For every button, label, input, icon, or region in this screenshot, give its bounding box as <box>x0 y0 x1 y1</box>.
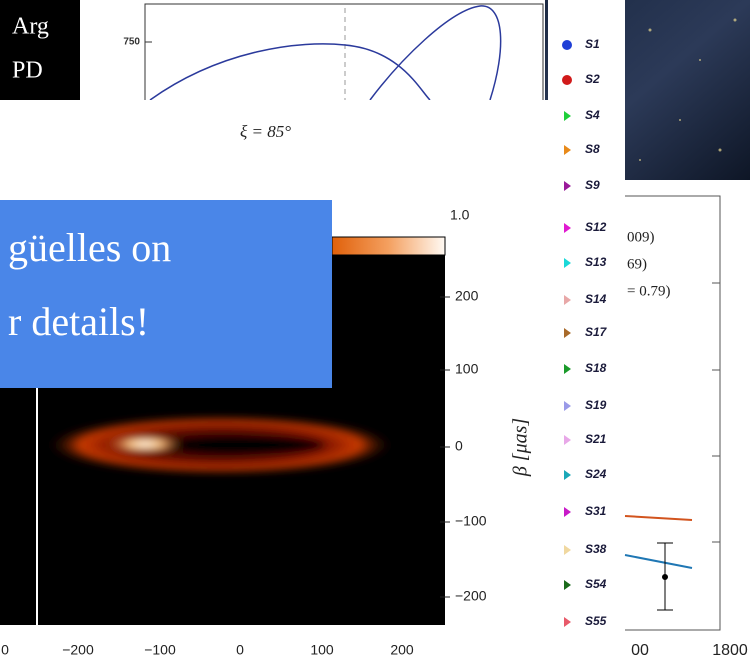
legend-marker <box>564 181 571 191</box>
legend-marker <box>564 545 571 555</box>
legend-label: S14 <box>585 292 607 306</box>
legend-fragment: = 0.79) <box>627 283 670 299</box>
legend-marker <box>564 435 571 445</box>
y-tick-label: 0 <box>455 438 463 454</box>
orange-line <box>624 515 693 521</box>
legend-label: S31 <box>585 504 607 518</box>
legend-label: S1 <box>585 37 600 51</box>
legend-marker <box>562 75 572 85</box>
banner-line: r details! <box>8 299 149 344</box>
y-tick-label: 200 <box>455 288 479 304</box>
legend-label: S19 <box>585 398 607 412</box>
legend-label: S55 <box>585 614 607 628</box>
legend-label: S17 <box>585 325 608 339</box>
legend-marker <box>564 580 571 590</box>
blue-line <box>624 554 693 569</box>
legend-marker <box>564 470 571 480</box>
legend-marker <box>564 617 571 627</box>
right-ticks <box>712 282 720 543</box>
y-axis-label: β [μas] <box>510 418 532 477</box>
legend-marker <box>564 507 571 517</box>
legend-label: S13 <box>585 255 607 269</box>
caption-line: PD <box>12 58 43 84</box>
error-bar <box>657 542 673 611</box>
orbit-panel <box>80 0 545 100</box>
legend-marker <box>564 145 571 155</box>
x-tick-label: −100 <box>144 642 176 658</box>
legend-panel <box>548 0 625 640</box>
legend-label: S24 <box>585 467 607 481</box>
caption-box <box>0 0 80 100</box>
x-tick-label: 0 <box>1 642 9 658</box>
photon-ring <box>45 415 395 475</box>
x-tick-label: 0 <box>236 642 244 658</box>
x-tick-label: 200 <box>390 642 414 658</box>
legend-label: S21 <box>585 432 607 446</box>
legend-label: S12 <box>585 220 607 234</box>
legend-label: S8 <box>585 142 600 156</box>
legend-label: S54 <box>585 577 607 591</box>
legend-label: S9 <box>585 178 600 192</box>
legend-marker <box>564 258 571 268</box>
legend-marker <box>564 401 571 411</box>
x-tick-label: −200 <box>62 642 94 658</box>
legend-fragment: 009) <box>627 229 655 245</box>
y-tick-label: −200 <box>455 588 487 604</box>
banner-line: güelles on <box>8 225 171 270</box>
legend-marker <box>564 364 571 374</box>
orbit-caption: ξ = 85° <box>240 122 291 141</box>
colorbar <box>331 236 446 256</box>
legend-marker <box>564 223 571 233</box>
right-panel <box>625 180 750 640</box>
legend-label: S18 <box>585 361 607 375</box>
caption-line: Arg <box>12 14 49 40</box>
x-tick-label: 00 <box>631 642 649 659</box>
legend-fragment: 69) <box>627 256 647 272</box>
legend-label: S38 <box>585 542 607 556</box>
right-frame <box>625 195 721 631</box>
legend-label: S2 <box>585 72 600 86</box>
x-tick-label: 1800 <box>712 642 748 659</box>
legend-marker <box>564 295 571 305</box>
colorbar-label: 1.0 <box>450 207 470 223</box>
legend-marker <box>562 40 572 50</box>
legend-marker <box>564 111 571 121</box>
y-tick-label: −100 <box>455 513 487 529</box>
legend-marker <box>564 328 571 338</box>
banner <box>0 200 332 388</box>
y-tick-label: 100 <box>455 361 479 377</box>
orbit-curve <box>149 5 502 101</box>
stars <box>639 18 737 161</box>
caption-area <box>0 100 625 200</box>
x-tick-label: 100 <box>310 642 334 658</box>
legend-label: S4 <box>585 108 600 122</box>
orbit-tick-label: 750 <box>123 37 140 48</box>
